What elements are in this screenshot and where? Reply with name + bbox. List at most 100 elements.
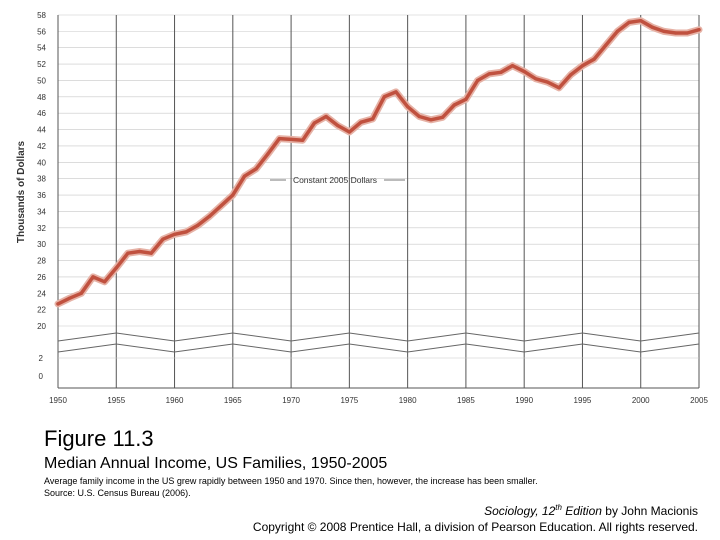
data-point-1996	[592, 57, 596, 61]
data-point-1965	[231, 193, 235, 197]
citation-author: by John Macionis	[601, 504, 698, 518]
data-point-1966	[242, 174, 247, 178]
data-point-1978	[382, 95, 386, 99]
series-annotation-text: Constant 2005 Dollars	[293, 175, 377, 185]
data-point-1985	[464, 97, 468, 101]
y-tick-48: 48	[37, 93, 46, 102]
data-point-1975	[347, 130, 351, 134]
data-point-1968	[266, 152, 270, 156]
x-tick-1950: 1950	[49, 396, 67, 405]
data-point-2005	[697, 28, 701, 32]
caption-source: Source: U.S. Census Bureau (2006).	[44, 488, 191, 498]
data-point-1957	[137, 249, 142, 254]
data-point-1951	[68, 296, 72, 300]
data-point-1998	[615, 29, 620, 33]
data-point-1959	[161, 237, 165, 241]
x-tick-1995: 1995	[574, 396, 592, 405]
data-point-1956	[126, 251, 130, 255]
data-point-1979	[394, 90, 398, 94]
data-point-1995	[580, 64, 585, 68]
income-line-chart: 2022242628303234363840424446485052545658…	[16, 11, 708, 405]
citation: Sociology, 12th Edition by John Macionis…	[253, 500, 698, 535]
series-line	[56, 18, 701, 306]
y-tick-28: 28	[37, 257, 46, 266]
data-point-1970	[289, 137, 293, 141]
chart-grid	[57, 14, 700, 389]
y-tick-50: 50	[37, 76, 46, 85]
data-point-2000	[639, 19, 643, 23]
x-tick-1975: 1975	[340, 396, 358, 405]
data-point-1955	[114, 266, 118, 270]
data-point-1971	[301, 138, 305, 142]
y-tick-34: 34	[37, 207, 46, 216]
data-point-1974	[336, 123, 340, 128]
data-point-1977	[371, 117, 375, 121]
data-point-1990	[522, 69, 526, 74]
figure-title: Median Annual Income, US Families, 1950-…	[44, 455, 388, 472]
data-point-1950	[56, 302, 60, 306]
y-tick-32: 32	[37, 224, 46, 233]
data-point-1986	[475, 78, 480, 83]
data-point-1953	[91, 275, 95, 279]
data-point-1997	[604, 43, 608, 47]
data-point-1992	[545, 80, 550, 84]
y-axis-label: Thousands of Dollars	[16, 140, 27, 243]
data-point-1963	[207, 214, 212, 218]
y-tick-0: 0	[39, 372, 44, 381]
y-tick-24: 24	[37, 289, 46, 298]
series-constant-2005-dollars	[54, 17, 703, 308]
y-tick-52: 52	[37, 60, 46, 69]
data-point-1994	[569, 73, 573, 77]
axis-break-lower	[57, 343, 700, 353]
data-point-1983	[441, 115, 445, 119]
citation-book: Sociology, 12	[484, 504, 556, 518]
y-tick-30: 30	[37, 240, 46, 249]
y-tick-36: 36	[37, 191, 46, 200]
x-tick-labels: 1950 1955 1960 1965 1970 1975 1980 1985 1990 1995…	[49, 396, 708, 405]
data-point-1972	[312, 121, 316, 125]
x-tick-2005: 2005	[690, 396, 708, 405]
caption-text: Average family income in the US grew rap…	[44, 476, 538, 486]
x-tick-1980: 1980	[399, 396, 417, 405]
data-point-1962	[196, 223, 200, 227]
y-tick-42: 42	[37, 142, 46, 151]
data-point-1988	[499, 70, 503, 74]
y-tick-58: 58	[37, 11, 46, 20]
citation-copyright: Copyright © 2008 Prentice Hall, a divisi…	[252, 520, 698, 534]
data-point-1958	[149, 251, 153, 255]
citation-book-line: Sociology, 12th Edition by John Macionis	[253, 500, 698, 519]
figure-caption: Average family income in the US grew rap…	[44, 475, 538, 499]
y-tick-54: 54	[37, 44, 46, 53]
data-point-2002	[662, 29, 666, 33]
data-point-1976	[359, 120, 363, 124]
data-point-1981	[417, 114, 421, 119]
data-point-1952	[79, 291, 83, 295]
y-tick-40: 40	[37, 158, 46, 167]
y-tick-2: 2	[39, 354, 44, 363]
data-point-1982	[429, 118, 433, 122]
data-point-1954	[103, 280, 107, 284]
data-point-2004	[685, 31, 689, 35]
x-tick-1965: 1965	[224, 396, 242, 405]
data-point-1984	[452, 103, 456, 107]
data-point-1967	[254, 167, 258, 171]
data-point-1989	[510, 64, 515, 68]
series-annotation: Constant 2005 Dollars	[270, 175, 405, 185]
x-tick-1960: 1960	[166, 396, 184, 405]
x-tick-1970: 1970	[282, 396, 300, 405]
x-tick-2000: 2000	[632, 396, 650, 405]
y-tick-56: 56	[37, 27, 46, 36]
citation-edition: Edition	[561, 504, 602, 518]
data-point-1960	[172, 232, 177, 236]
data-point-1991	[534, 77, 538, 81]
data-point-1980	[406, 105, 410, 109]
data-point-2003	[674, 31, 678, 35]
y-tick-20: 20	[37, 322, 46, 331]
y-tick-38: 38	[37, 175, 46, 184]
x-tick-1955: 1955	[107, 396, 125, 405]
data-point-1987	[487, 72, 491, 76]
citation-edition-sup: th	[555, 503, 562, 512]
data-point-1973	[324, 114, 328, 119]
data-point-1964	[219, 204, 223, 208]
data-point-1969	[277, 136, 282, 141]
